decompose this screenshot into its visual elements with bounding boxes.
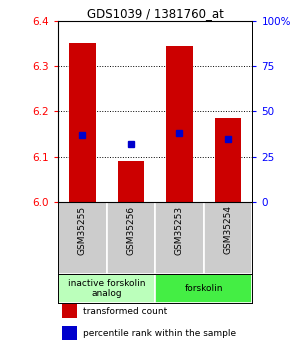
Bar [215, 118, 241, 202]
Text: GSM35256: GSM35256 [126, 206, 135, 255]
Bar [62, 304, 77, 318]
Text: inactive forskolin
analog: inactive forskolin analog [68, 279, 145, 298]
Text: GSM35253: GSM35253 [175, 206, 184, 255]
Bar [58, 202, 106, 274]
Text: forskolin: forskolin [184, 284, 223, 293]
Bar [204, 202, 252, 274]
Text: GSM35254: GSM35254 [224, 206, 233, 255]
Bar [155, 274, 252, 303]
Bar [69, 43, 96, 202]
Text: GSM35255: GSM35255 [78, 206, 87, 255]
Text: transformed count: transformed count [83, 307, 168, 316]
Bar [155, 202, 204, 274]
Bar [62, 326, 77, 340]
Text: percentile rank within the sample: percentile rank within the sample [83, 328, 236, 337]
Bar [117, 161, 144, 202]
Title: GDS1039 / 1381760_at: GDS1039 / 1381760_at [87, 7, 224, 20]
Bar [58, 274, 155, 303]
Bar [166, 46, 193, 202]
Bar [106, 202, 155, 274]
